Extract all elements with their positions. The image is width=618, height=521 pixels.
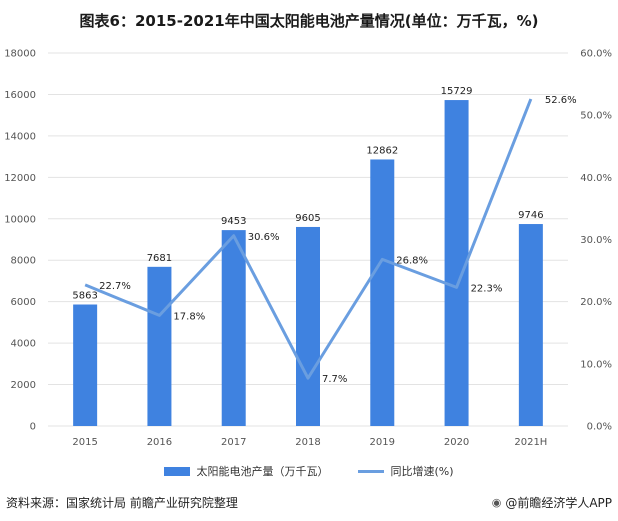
right-tick-label: 30.0% xyxy=(580,235,612,246)
left-tick-label: 16000 xyxy=(4,90,36,101)
line-value-label: 22.7% xyxy=(99,281,131,292)
bar-value-label: 7681 xyxy=(147,253,172,264)
bar xyxy=(73,304,98,426)
bar-value-labels: 5863 7681 9453 9605 12862 15729 9746 xyxy=(72,86,543,301)
weibo-icon: ◉ xyxy=(491,496,502,509)
left-tick-label: 2000 xyxy=(11,380,36,391)
footer: 资料来源：国家统计局 前瞻产业研究院整理 ◉ @前瞻经济学人APP xyxy=(0,487,618,521)
chart-canvas: 0 2000 4000 6000 8000 10000 12000 14000 16000 180… xyxy=(4,49,612,449)
legend-swatch-bar xyxy=(164,466,191,476)
line-value-labels: 22.7% 17.8% 30.6% 7.7% 26.8% 22.3% 52.6% xyxy=(99,95,576,385)
left-tick-label: 4000 xyxy=(11,339,36,350)
x-tick-label: 2019 xyxy=(370,437,395,448)
bar-value-label: 12862 xyxy=(366,145,398,156)
chart-title: 图表6：2015-2021年中国太阳能电池产量情况(单位：万千瓦，%) xyxy=(79,12,539,30)
growth-line xyxy=(84,98,533,380)
line-value-label: 7.7% xyxy=(322,374,347,385)
line-value-label: 22.3% xyxy=(471,283,503,294)
x-tick-label: 2021H xyxy=(514,437,547,448)
legend-item-bar: 太阳能电池产量（万千瓦） xyxy=(164,463,328,479)
legend-item-line: 同比增速(%) xyxy=(358,463,454,479)
bar-value-label: 9605 xyxy=(295,213,320,224)
left-tick-label: 14000 xyxy=(4,131,36,142)
legend-label-line: 同比增速(%) xyxy=(390,465,454,478)
x-tick-label: 2018 xyxy=(295,437,320,448)
right-axis-ticks: 0.0% 10.0% 20.0% 30.0% 40.0% 50.0% 60.0% xyxy=(580,49,612,433)
left-tick-label: 6000 xyxy=(11,297,36,308)
left-axis-ticks: 0 2000 4000 6000 8000 10000 12000 14000 16000 180… xyxy=(4,49,36,433)
bar xyxy=(518,224,543,426)
left-tick-label: 8000 xyxy=(11,256,36,267)
x-tick-label: 2020 xyxy=(444,437,469,448)
bar-series xyxy=(73,100,543,427)
legend-swatch-line xyxy=(358,469,385,473)
bar-value-label: 5863 xyxy=(72,291,97,302)
x-axis-ticks: 2015 2016 2017 2018 2019 2020 2021H xyxy=(72,437,547,448)
line-value-label: 26.8% xyxy=(396,255,428,266)
bar xyxy=(147,266,172,426)
x-tick-label: 2015 xyxy=(72,437,97,448)
line-value-label: 52.6% xyxy=(545,95,577,106)
left-tick-label: 12000 xyxy=(4,173,36,184)
right-tick-label: 20.0% xyxy=(580,297,612,308)
right-tick-label: 50.0% xyxy=(580,111,612,122)
left-tick-label: 0 xyxy=(30,422,36,433)
brand-credit: ◉ @前瞻经济学人APP xyxy=(492,494,612,511)
source-note: 资料来源：国家统计局 前瞻产业研究院整理 xyxy=(6,496,238,510)
bar-value-label: 15729 xyxy=(441,86,473,97)
right-tick-label: 40.0% xyxy=(580,173,612,184)
line-value-label: 17.8% xyxy=(173,311,205,322)
bar xyxy=(370,159,395,427)
x-tick-label: 2016 xyxy=(147,437,172,448)
line-series xyxy=(84,98,533,380)
legend-label-bar: 太阳能电池产量（万千瓦） xyxy=(196,465,329,478)
legend: 太阳能电池产量（万千瓦） 同比增速(%) xyxy=(0,463,618,479)
bar xyxy=(296,226,320,426)
left-tick-label: 18000 xyxy=(4,49,36,60)
right-tick-label: 60.0% xyxy=(580,49,612,60)
bar xyxy=(221,230,246,426)
right-tick-label: 10.0% xyxy=(580,359,612,370)
right-tick-label: 0.0% xyxy=(587,422,612,433)
brand-text: @前瞻经济学人APP xyxy=(505,496,612,510)
left-tick-label: 10000 xyxy=(4,214,36,225)
bar-value-label: 9746 xyxy=(518,210,543,221)
line-value-label: 30.6% xyxy=(248,232,280,243)
bar-value-label: 9453 xyxy=(221,216,246,227)
x-tick-label: 2017 xyxy=(221,437,246,448)
